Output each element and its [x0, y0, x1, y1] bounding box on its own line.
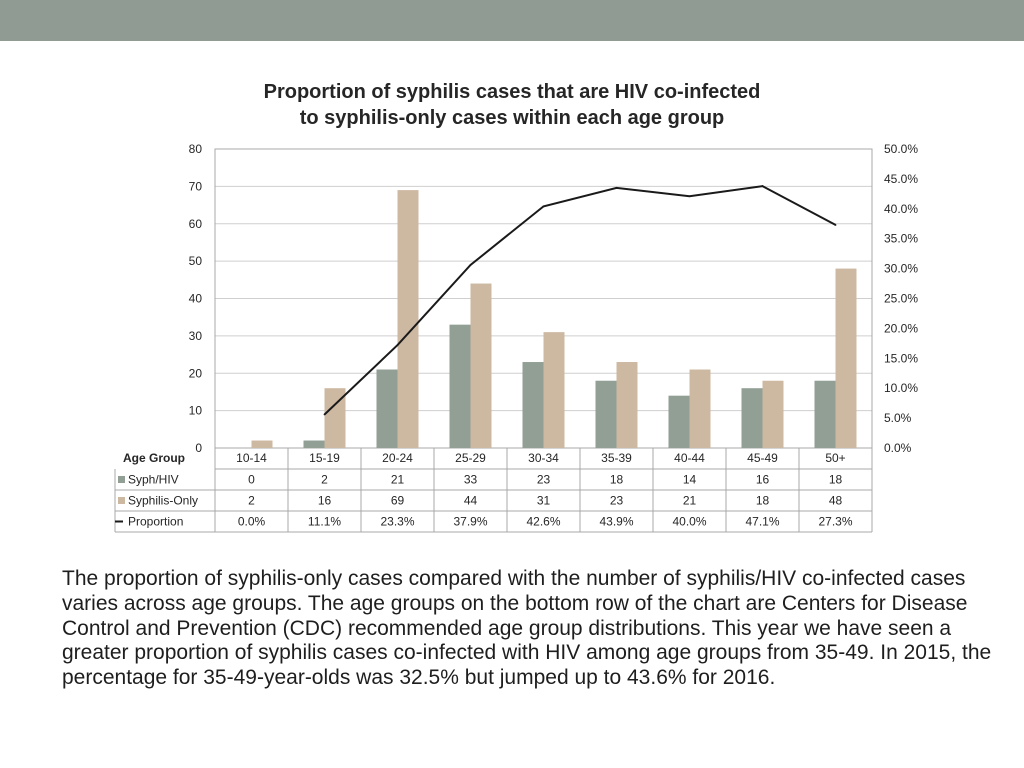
y-left-tick-label: 10 [189, 404, 203, 418]
y-right-tick-label: 15.0% [884, 351, 918, 365]
bar-syphilis-only [689, 369, 711, 448]
table-cell-value: 11.1% [308, 515, 341, 529]
y-right-tick-label: 40.0% [884, 202, 918, 216]
proportion-point [761, 185, 764, 187]
table-cell-value: 21 [683, 494, 697, 508]
combo-chart: 010203040506070800.0%5.0%10.0%15.0%20.0%… [114, 142, 918, 533]
table-cell-value: 44 [464, 494, 478, 508]
table-header-label: Age Group [123, 451, 185, 465]
chart-title-line-1: Proportion of syphilis cases that are HI… [263, 81, 761, 103]
table-cell-value: 2 [321, 473, 328, 487]
y-right-tick-label: 45.0% [884, 172, 918, 186]
bar-syph-hiv [595, 380, 617, 448]
bar-syphilis-only [835, 268, 857, 448]
chart-title: Proportion of syphilis cases that are HI… [150, 79, 874, 131]
table-cell-value: 18 [829, 473, 843, 487]
legend-key-syphilis-only [118, 497, 125, 504]
proportion-point [396, 344, 399, 347]
proportion-point [834, 224, 837, 226]
x-category-label: 35-39 [601, 451, 632, 465]
bar-syph-hiv [303, 440, 325, 448]
bar-syph-hiv [522, 362, 544, 448]
x-category-label: 10-14 [236, 451, 267, 465]
bar-syph-hiv [376, 369, 398, 448]
proportion-line [323, 185, 836, 416]
bar-syph-hiv [668, 395, 690, 448]
y-left-tick-label: 20 [189, 366, 203, 380]
table-cell-value: 18 [610, 473, 624, 487]
slide-top-band [0, 0, 1024, 41]
table-cell-value: 40.0% [672, 515, 706, 529]
x-category-label: 40-44 [674, 451, 705, 465]
table-cell-value: 33 [464, 473, 478, 487]
y-right-tick-label: 0.0% [884, 441, 912, 455]
y-left-tick-label: 60 [189, 217, 203, 231]
bar-syph-hiv [449, 324, 471, 448]
table-cell-value: 18 [756, 494, 770, 508]
y-right-tick-label: 30.0% [884, 262, 918, 276]
y-left-tick-label: 70 [189, 179, 203, 193]
proportion-point [688, 195, 691, 198]
y-right-tick-label: 10.0% [884, 381, 918, 395]
y-right-tick-label: 25.0% [884, 292, 918, 306]
bar-syphilis-only [616, 362, 638, 448]
x-category-label: 25-29 [455, 451, 486, 465]
table-cell-value: 69 [391, 494, 405, 508]
proportion-point [615, 186, 618, 189]
table-cell-value: 23 [537, 473, 551, 487]
table-cell-value: 23.3% [380, 515, 414, 529]
table-cell-value: 21 [391, 473, 405, 487]
table-cell-value: 14 [683, 473, 697, 487]
table-cell-value: 37.9% [453, 515, 487, 529]
table-cell-value: 48 [829, 494, 843, 508]
legend-key-syph-hiv [118, 476, 125, 483]
x-category-label: 20-24 [382, 451, 413, 465]
y-right-tick-label: 35.0% [884, 232, 918, 246]
table-cell-value: 42.6% [526, 515, 560, 529]
bar-syph-hiv [814, 380, 836, 448]
legend-label: Syph/HIV [128, 473, 179, 487]
legend-label: Proportion [128, 515, 183, 529]
x-category-label: 45-49 [747, 451, 778, 465]
proportion-point [542, 205, 545, 208]
bar-syphilis-only [324, 388, 346, 448]
table-cell-value: 23 [610, 494, 624, 508]
proportion-point [469, 264, 472, 266]
proportion-point [323, 413, 326, 416]
bar-syphilis-only [470, 283, 492, 448]
table-cell-value: 0 [248, 473, 255, 487]
x-category-label: 30-34 [528, 451, 559, 465]
table-cell-value: 31 [537, 494, 551, 508]
y-left-tick-label: 80 [189, 142, 203, 156]
bar-syphilis-only [762, 380, 784, 448]
table-cell-value: 43.9% [599, 515, 633, 529]
table-cell-value: 0.0% [238, 515, 266, 529]
table-cell-value: 2 [248, 494, 255, 508]
y-right-tick-label: 50.0% [884, 142, 918, 156]
description-text: The proportion of syphilis-only cases co… [62, 567, 992, 690]
legend-label: Syphilis-Only [128, 494, 198, 508]
y-right-tick-label: 5.0% [884, 411, 912, 425]
table-cell-value: 16 [318, 494, 332, 508]
table-cell-value: 47.1% [745, 515, 779, 529]
y-left-tick-label: 40 [189, 292, 203, 306]
y-left-tick-label: 0 [195, 441, 202, 455]
x-category-label: 15-19 [309, 451, 340, 465]
bar-syph-hiv [741, 388, 763, 448]
chart-title-line-2: to syphilis-only cases within each age g… [299, 107, 725, 129]
y-right-tick-label: 20.0% [884, 321, 918, 335]
y-left-tick-label: 30 [189, 329, 203, 343]
x-category-label: 50+ [825, 451, 845, 465]
bar-syphilis-only [543, 332, 565, 448]
bar-syphilis-only [397, 190, 419, 449]
y-left-tick-label: 50 [189, 254, 203, 268]
table-cell-value: 16 [756, 473, 770, 487]
bar-syphilis-only [251, 440, 273, 448]
table-cell-value: 27.3% [818, 515, 852, 529]
